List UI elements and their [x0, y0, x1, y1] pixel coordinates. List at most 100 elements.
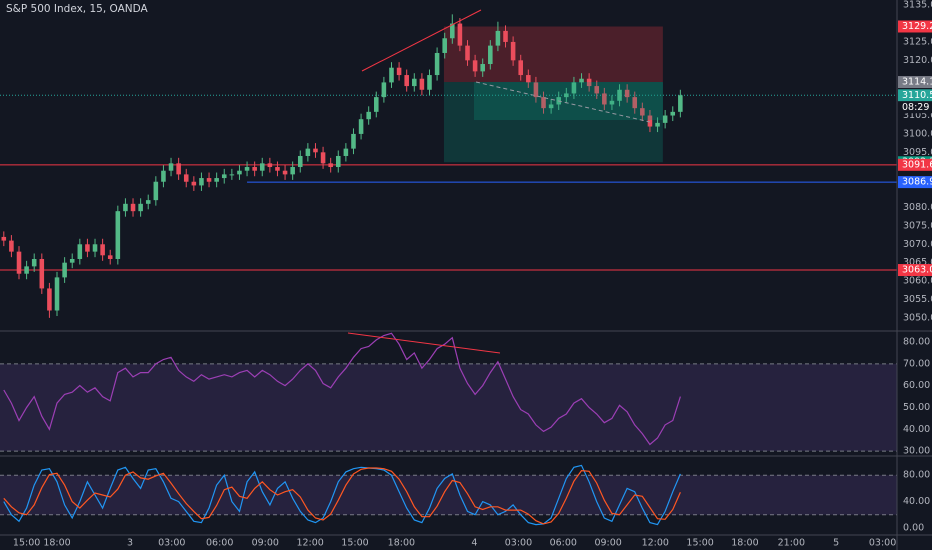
candle-body [16, 251, 22, 274]
candle-body [678, 95, 683, 112]
candle-body [381, 82, 387, 98]
candle-body [434, 52, 440, 76]
price-level-label: 3086.9 [902, 177, 932, 188]
x-tick-label: 06:00 [206, 538, 233, 549]
position-path [475, 81, 651, 123]
x-tick-label: 3 [127, 538, 133, 549]
candle-body [518, 60, 523, 76]
candle-body [206, 178, 212, 182]
candle-body [450, 23, 455, 39]
candle-body [39, 258, 45, 289]
price-level-label: 3091.6 [902, 159, 932, 170]
x-tick-label: 15:00 [13, 538, 40, 549]
candle-body [396, 67, 402, 76]
x-tick-label: 4 [471, 538, 477, 549]
candle-body [351, 133, 356, 149]
candle-body [640, 108, 645, 116]
candle-body [183, 174, 189, 182]
y-tick-label: 3060.0 [903, 276, 932, 287]
x-tick-label: 03:00 [869, 538, 896, 549]
candle-body [366, 111, 371, 120]
candle-body [662, 115, 668, 123]
candle-body [472, 60, 478, 72]
candle-body [138, 203, 143, 212]
candle-body [358, 119, 364, 134]
x-tick-label: 06:00 [550, 538, 577, 549]
candle-body [214, 178, 219, 182]
position-stop-marker [898, 20, 932, 33]
candle-body [624, 89, 630, 98]
candle-body [571, 82, 577, 94]
candle-body [389, 67, 394, 83]
candle-body [282, 170, 288, 175]
candle-body [480, 64, 485, 72]
candle-body [419, 78, 425, 90]
candle-body [244, 167, 250, 171]
y-tick-label: 50.00 [903, 402, 930, 413]
y-tick-label: 3080.0 [903, 202, 932, 213]
candle-body [320, 152, 326, 164]
candle-body [305, 148, 311, 156]
y-tick-label: 80.00 [903, 337, 930, 348]
candle-body [54, 277, 60, 311]
candle-body [328, 163, 333, 168]
price-level-marker [898, 158, 932, 171]
candle-body [541, 97, 546, 109]
y-tick-label: 3050.0 [903, 312, 932, 323]
candle-body [503, 30, 508, 42]
candle-body [275, 167, 280, 171]
candle-body [632, 97, 638, 109]
x-tick-label: 18:00 [731, 538, 758, 549]
candle-body [1, 236, 7, 241]
candle-body [533, 82, 539, 98]
candle-body [427, 75, 432, 90]
candle-body [495, 30, 501, 46]
position-profit-zone [474, 82, 663, 120]
candle-body [176, 163, 181, 175]
price-level-marker [898, 264, 932, 277]
x-tick-label: 03:00 [505, 538, 532, 549]
candle-body [457, 23, 463, 46]
position-stop-label: 3129.2 [902, 21, 932, 32]
candle-body [465, 45, 470, 61]
candle-body [145, 200, 151, 204]
candle-body [237, 170, 242, 175]
x-tick-label: 03:00 [158, 538, 185, 549]
y-tick-label: 3065.0 [903, 257, 932, 268]
candle-body [526, 75, 531, 83]
candle-body [609, 100, 615, 105]
candle-body [47, 288, 52, 311]
y-tick-label: 80.00 [903, 470, 930, 481]
candle-body [252, 167, 257, 171]
countdown: 08:29 [902, 102, 929, 113]
candle-body [617, 89, 622, 101]
x-tick-label: 21:00 [778, 538, 805, 549]
candle-body [412, 78, 417, 87]
candle-body [69, 258, 75, 263]
candle-body [267, 163, 273, 168]
trend-line [361, 9, 482, 72]
y-tick-label: 3105.0 [903, 110, 932, 121]
indicator-line [3, 332, 681, 446]
y-tick-label: 3070.0 [903, 239, 932, 250]
candle-body [297, 155, 303, 168]
x-tick-label: 12:00 [642, 538, 669, 549]
position-stop-zone [443, 26, 663, 83]
candle-body [259, 163, 265, 171]
indicator-band [0, 475, 897, 515]
y-tick-label: 60.00 [903, 380, 930, 391]
candle-body [92, 244, 98, 252]
current-price-label: 3110.5 [902, 90, 932, 101]
candle-body [374, 97, 379, 112]
y-tick-label: 3055.0 [903, 294, 932, 305]
candle-body [85, 244, 90, 252]
candle-body [343, 148, 349, 156]
candle-body [404, 75, 409, 87]
candle-body [107, 255, 113, 259]
candle-body [62, 262, 67, 278]
candle-body [161, 170, 166, 182]
candle-body [77, 244, 83, 259]
x-tick-label: 15:00 [341, 538, 368, 549]
